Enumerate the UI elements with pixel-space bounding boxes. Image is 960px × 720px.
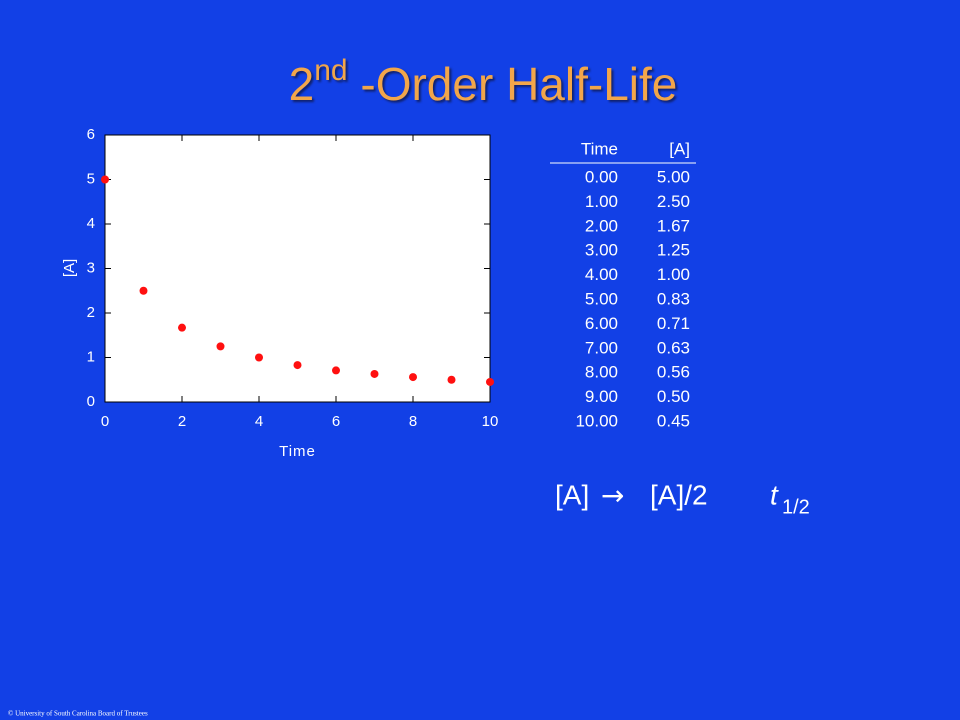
data-point	[255, 353, 263, 362]
y-tick-label: 0	[87, 393, 95, 410]
table-cell: 2.50	[657, 192, 690, 211]
table-header: [A]	[669, 139, 690, 158]
table-cell: 7.00	[585, 338, 618, 357]
data-point	[447, 375, 456, 384]
y-tick-label: 2	[87, 304, 95, 321]
y-tick-label: 1	[87, 348, 95, 365]
x-tick-label: 4	[255, 413, 263, 430]
data-point	[216, 342, 225, 351]
y-tick-label: 3	[87, 259, 95, 276]
x-tick-label: 8	[409, 413, 417, 430]
title-main: 2	[289, 58, 315, 110]
table-cell: 0.56	[657, 363, 690, 382]
eq-t: t	[770, 479, 779, 510]
footer: © University of South Carolina Board of …	[8, 710, 148, 718]
data-point	[293, 361, 302, 370]
table-cell: 4.00	[585, 265, 618, 284]
data-point	[409, 373, 417, 382]
table-cell: 5.00	[657, 167, 690, 186]
table-cell: 3.00	[585, 241, 618, 260]
table-cell: 0.83	[657, 289, 690, 308]
slide-title: 2nd -Order Half-Life	[289, 54, 678, 110]
eq-arrow: →	[601, 479, 624, 512]
eq-left: [A]	[555, 479, 589, 510]
table-cell: 1.67	[657, 216, 690, 235]
table-cell: 1.00	[585, 192, 618, 211]
y-axis-label: [A]	[61, 259, 78, 277]
table-cell: 10.00	[575, 411, 618, 430]
data-point	[139, 286, 148, 295]
table-cell: 0.00	[585, 167, 618, 186]
data-point	[370, 369, 379, 378]
y-tick-label: 4	[87, 215, 95, 232]
table-cell: 2.00	[585, 216, 618, 235]
x-axis-label: Time	[279, 443, 316, 460]
table-cell: 9.00	[585, 387, 618, 406]
table-cell: 6.00	[585, 314, 618, 333]
y-tick-label: 5	[87, 170, 95, 187]
y-tick-label: 6	[87, 126, 95, 143]
table-header: Time	[581, 139, 618, 158]
x-tick-label: 0	[101, 413, 109, 430]
plot-area	[104, 134, 491, 403]
x-tick-label: 2	[178, 413, 186, 430]
data-point	[332, 366, 340, 375]
eq-right: [A]/2	[650, 479, 708, 510]
table-cell: 1.25	[657, 241, 690, 260]
title-rest: -Order Half-Life	[348, 58, 678, 110]
eq-sub: 1/2	[782, 496, 810, 518]
table-cell: 0.50	[657, 387, 690, 406]
x-tick-label: 10	[482, 413, 499, 430]
table-cell: 8.00	[585, 363, 618, 382]
table-cell: 5.00	[585, 289, 618, 308]
table-cell: 0.45	[657, 411, 690, 430]
x-tick-label: 6	[332, 413, 340, 430]
data-point	[178, 323, 186, 332]
table-cell: 0.63	[657, 338, 690, 357]
table-cell: 1.00	[657, 265, 690, 284]
data-point	[486, 377, 494, 386]
data-point	[101, 175, 109, 184]
table-cell: 0.71	[657, 314, 690, 333]
title-sup: nd	[314, 54, 347, 87]
